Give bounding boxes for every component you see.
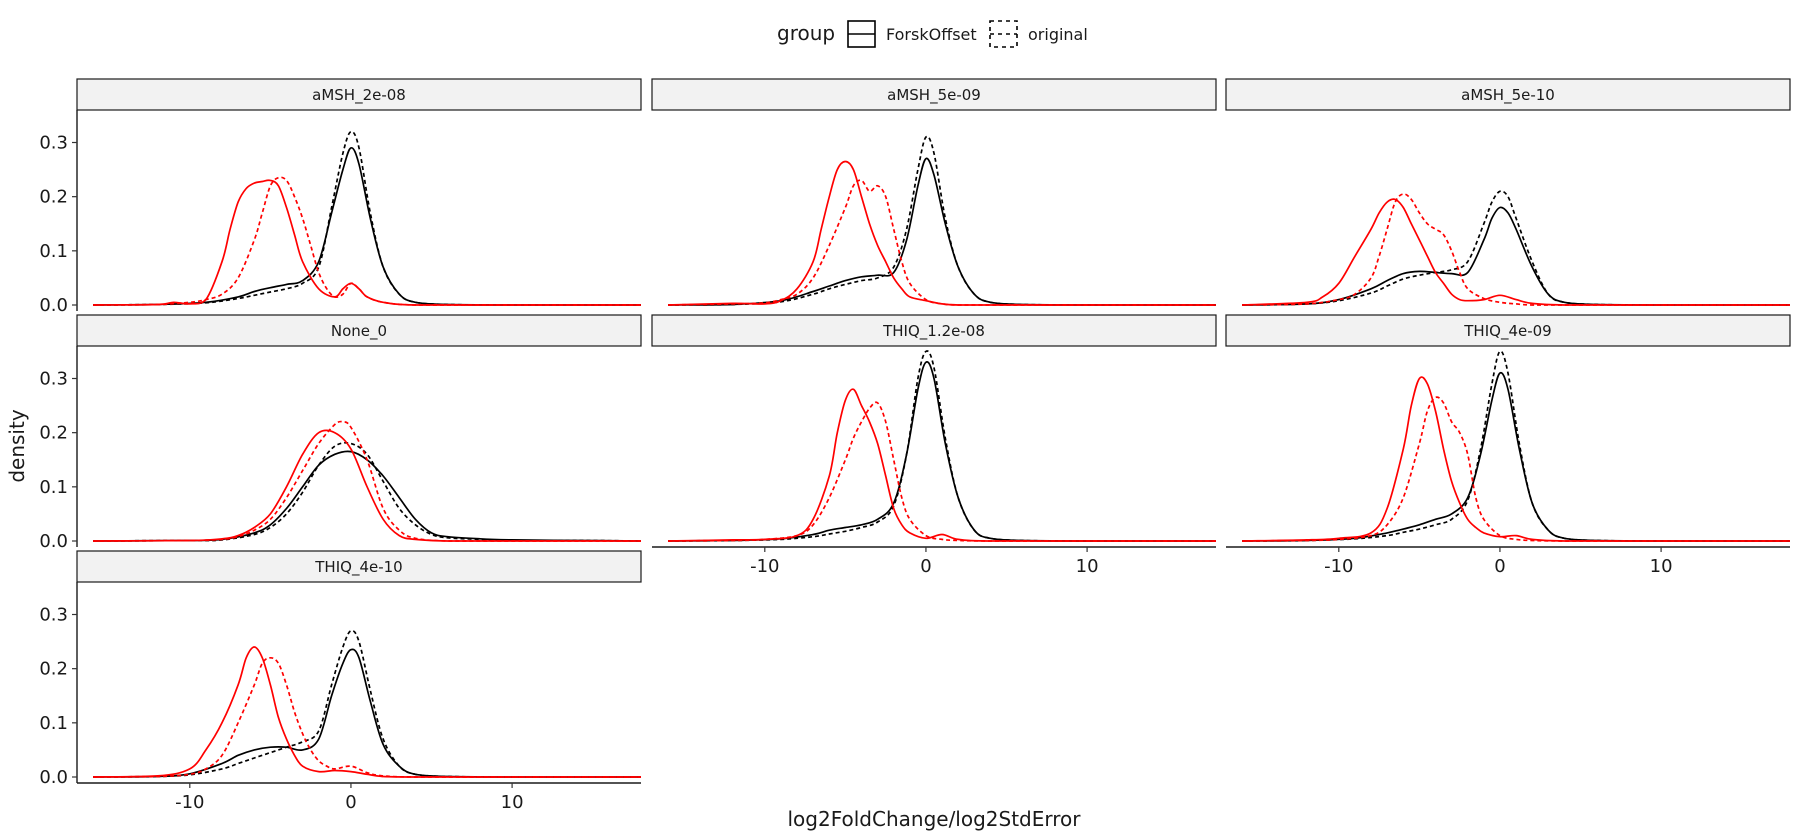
density-curve-red-dashed bbox=[93, 176, 641, 306]
density-curve-red-solid bbox=[93, 429, 641, 542]
density-curve-black-solid bbox=[93, 147, 641, 306]
density-curve-black-solid bbox=[93, 450, 642, 542]
density-curve-black-solid bbox=[1242, 206, 1790, 306]
panel-aMSH_5e-09: aMSH_5e-09 bbox=[651, 78, 1217, 306]
facet-strip-label: aMSH_2e-08 bbox=[312, 86, 406, 105]
facet-strip bbox=[76, 78, 642, 111]
facet-strip bbox=[76, 550, 642, 583]
y-tick-label: 0.1 bbox=[39, 241, 68, 262]
density-curve-red-solid bbox=[1242, 376, 1790, 542]
density-curve-black-dashed bbox=[1242, 190, 1790, 306]
x-tick-label: 0 bbox=[345, 792, 356, 813]
facet-strip-label: aMSH_5e-10 bbox=[1461, 86, 1555, 105]
density-curve-red-dashed bbox=[668, 179, 1216, 306]
y-tick-label: 0.0 bbox=[39, 531, 68, 552]
density-curve-black-solid bbox=[1242, 371, 1790, 542]
density-curve-black-solid bbox=[93, 648, 641, 778]
density-curve-black-solid bbox=[668, 157, 1216, 306]
x-tick-label: 10 bbox=[1076, 556, 1099, 577]
density-curve-black-dashed bbox=[93, 629, 641, 778]
panel-None_0: None_0 0.0 0.1 0.2 0.3 bbox=[39, 314, 642, 552]
density-curve-black-dashed bbox=[1242, 350, 1790, 542]
density-curve-red-dashed bbox=[668, 401, 1216, 542]
facet-strip bbox=[651, 314, 1217, 347]
density-curve-black-solid bbox=[668, 361, 1216, 542]
x-tick-label: -10 bbox=[1324, 556, 1353, 577]
y-tick-label: 0.1 bbox=[39, 713, 68, 734]
density-curve-red-dashed bbox=[1242, 396, 1790, 542]
y-tick-label: 0.3 bbox=[39, 605, 68, 626]
y-tick-label: 0.2 bbox=[39, 423, 68, 444]
facet-strip-label: THIQ_4e-09 bbox=[1463, 322, 1551, 341]
facet-strip-label: aMSH_5e-09 bbox=[887, 86, 981, 105]
legend-title: group bbox=[777, 21, 835, 45]
facet-strip bbox=[1225, 314, 1791, 347]
x-tick-label: 10 bbox=[501, 792, 524, 813]
x-tick-label: -10 bbox=[750, 556, 779, 577]
y-tick-label: 0.2 bbox=[39, 187, 68, 208]
density-curve-red-dashed bbox=[93, 420, 641, 542]
density-curve-red-dashed bbox=[1242, 193, 1790, 306]
density-curve-red-solid bbox=[93, 646, 641, 778]
density-curve-red-solid bbox=[668, 160, 1216, 306]
facet-strip bbox=[651, 78, 1217, 111]
density-curve-red-solid bbox=[668, 388, 1216, 542]
density-curve-red-solid bbox=[1242, 198, 1790, 306]
x-tick-label: 10 bbox=[1650, 556, 1673, 577]
legend-label-original: original bbox=[1028, 25, 1088, 44]
density-curve-black-dashed bbox=[93, 441, 642, 542]
facet-strip-label: THIQ_4e-10 bbox=[314, 558, 402, 577]
y-tick-label: 0.2 bbox=[39, 659, 68, 680]
density-curve-red-solid bbox=[93, 179, 641, 306]
density-curve-black-dashed bbox=[93, 130, 641, 306]
density-curve-black-dashed bbox=[668, 350, 1216, 542]
y-axis-title: density bbox=[5, 409, 29, 482]
panel-THIQ_4e-09: THIQ_4e-09 -10 0 10 bbox=[1225, 314, 1791, 577]
facet-strip bbox=[76, 314, 642, 347]
facet-strip-label: None_0 bbox=[331, 322, 387, 341]
facet-strip bbox=[1225, 78, 1791, 111]
facet-strip-label: THIQ_1.2e-08 bbox=[882, 322, 985, 341]
panel-aMSH_2e-08: aMSH_2e-08 0.0 0.1 0.2 0.3 bbox=[39, 78, 642, 316]
legend-key-dashed bbox=[989, 20, 1018, 48]
legend-label-forskoffset: ForskOffset bbox=[886, 25, 977, 44]
panel-THIQ_1.2e-08: THIQ_1.2e-08 -10 0 10 bbox=[651, 314, 1217, 577]
density-curve-black-dashed bbox=[668, 135, 1216, 306]
density-curve-red-dashed bbox=[93, 656, 641, 778]
y-tick-label: 0.3 bbox=[39, 369, 68, 390]
x-axis-title: log2FoldChange/log2StdError bbox=[788, 807, 1082, 831]
panels: aMSH_2e-08 0.0 0.1 0.2 0.3 aMSH_5e-09 aMSH_5e-… bbox=[39, 78, 1791, 813]
x-tick-label: 0 bbox=[1494, 556, 1505, 577]
y-tick-label: 0.0 bbox=[39, 295, 68, 316]
y-tick-label: 0.0 bbox=[39, 767, 68, 788]
panel-THIQ_4e-10: THIQ_4e-10 0.0 0.1 0.2 0.3 -10 0 10 bbox=[39, 550, 642, 813]
panel-aMSH_5e-10: aMSH_5e-10 bbox=[1225, 78, 1791, 306]
legend: group ForskOffset original bbox=[777, 20, 1088, 48]
x-tick-label: -10 bbox=[175, 792, 204, 813]
y-tick-label: 0.3 bbox=[39, 133, 68, 154]
y-tick-label: 0.1 bbox=[39, 477, 68, 498]
x-tick-label: 0 bbox=[920, 556, 931, 577]
